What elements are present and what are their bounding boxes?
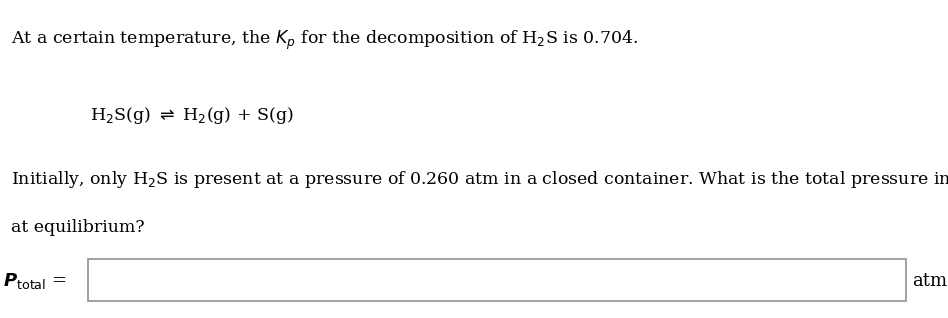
Text: H$_2$S(g) $\rightleftharpoons$ H$_2$(g) + S(g): H$_2$S(g) $\rightleftharpoons$ H$_2$(g) … (90, 105, 294, 126)
Text: Initially, only H$_2$S is present at a pressure of 0.260 atm in a closed contain: Initially, only H$_2$S is present at a p… (11, 169, 948, 190)
Text: atm: atm (912, 273, 947, 290)
Text: at equilibrium?: at equilibrium? (11, 219, 145, 236)
FancyBboxPatch shape (88, 259, 906, 301)
Text: $\boldsymbol{P}_{\mathrm{total}}$ =: $\boldsymbol{P}_{\mathrm{total}}$ = (3, 272, 66, 291)
Text: At a certain temperature, the $K_p$ for the decomposition of H$_2$S is 0.704.: At a certain temperature, the $K_p$ for … (11, 29, 639, 52)
